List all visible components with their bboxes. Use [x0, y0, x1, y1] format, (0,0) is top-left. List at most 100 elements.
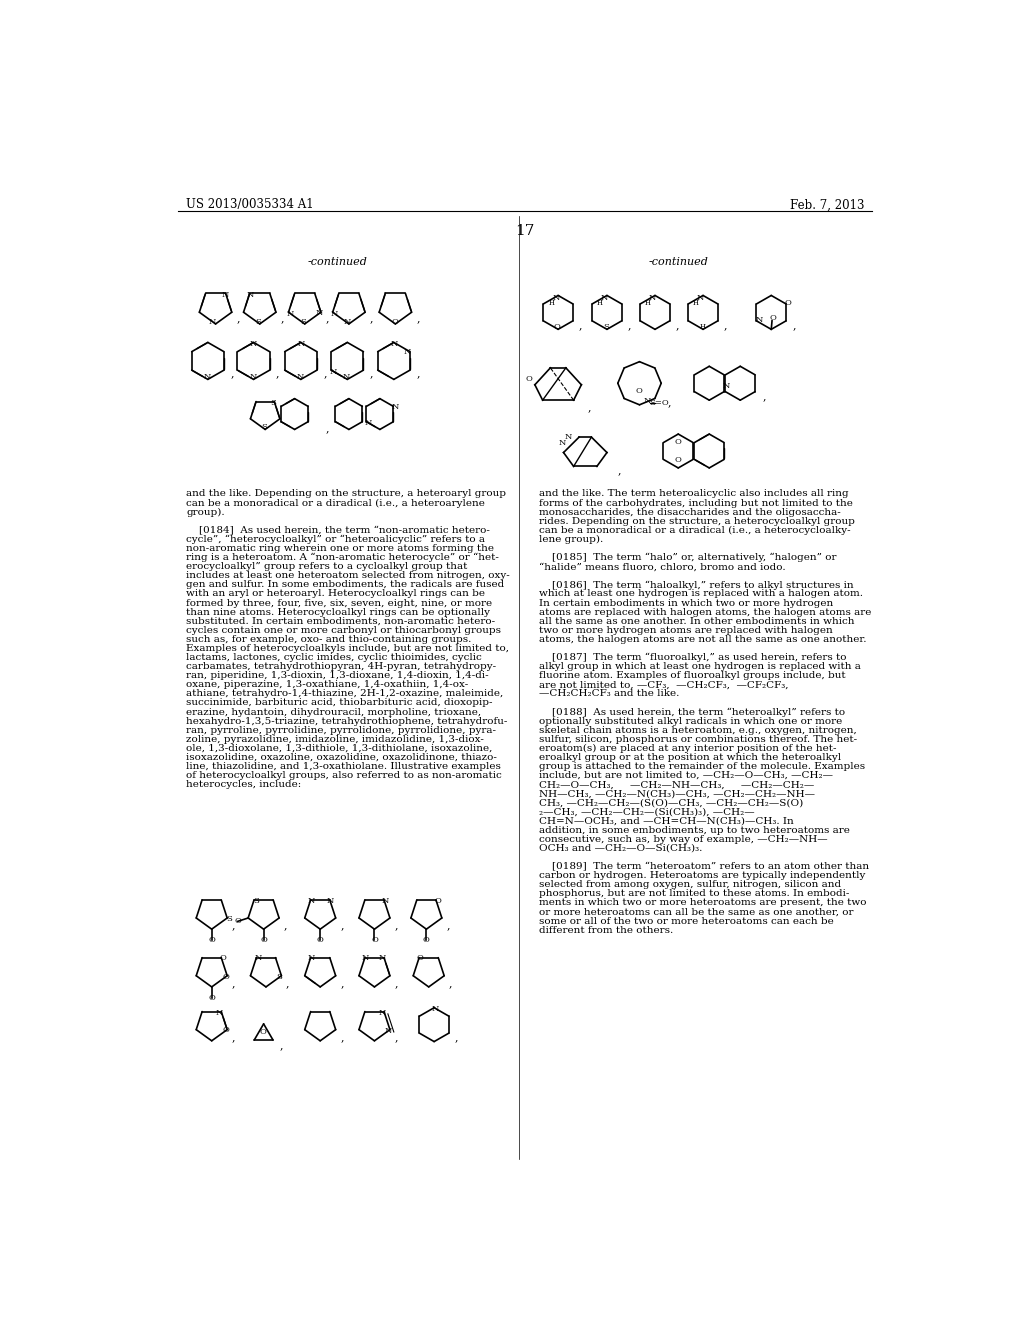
Text: S: S — [300, 318, 306, 326]
Text: cycle”, “heterocycloalkyl” or “heteroalicyclic” refers to a: cycle”, “heterocycloalkyl” or “heteroali… — [186, 535, 485, 544]
Text: ,: , — [446, 921, 450, 931]
Text: O: O — [260, 936, 267, 944]
Text: S: S — [261, 424, 267, 432]
Text: lactams, lactones, cyclic imides, cyclic thioimides, cyclic: lactams, lactones, cyclic imides, cyclic… — [186, 653, 482, 663]
Text: O: O — [785, 300, 792, 308]
Text: O: O — [222, 973, 229, 981]
Text: sulfur, silicon, phosphorus or combinations thereof. The het-: sulfur, silicon, phosphorus or combinati… — [539, 735, 857, 744]
Text: ,: , — [449, 978, 453, 989]
Text: N: N — [649, 294, 656, 302]
Text: S: S — [276, 973, 282, 981]
Text: of heterocycloalkyl groups, also referred to as non-aromatic: of heterocycloalkyl groups, also referre… — [186, 771, 502, 780]
Text: ,: , — [231, 921, 236, 931]
Text: ₂—CH₃, —CH₂—CH₂—(Si(CH₃)₃), —CH₂—: ₂—CH₃, —CH₂—CH₂—(Si(CH₃)₃), —CH₂— — [539, 808, 755, 817]
Text: succinimide, barbituric acid, thiobarbituric acid, dioxopip-: succinimide, barbituric acid, thiobarbit… — [186, 698, 493, 708]
Text: N: N — [331, 310, 338, 318]
Text: O: O — [208, 994, 215, 1002]
Text: O: O — [371, 936, 378, 944]
Text: -continued: -continued — [307, 257, 368, 267]
Text: erocycloalkyl” group refers to a cycloalkyl group that: erocycloalkyl” group refers to a cycloal… — [186, 562, 468, 572]
Text: N: N — [564, 433, 571, 441]
Text: group).: group). — [186, 508, 224, 517]
Text: are not limited to, —CF₃,  —CH₂CF₃,  —CF₂CF₃,: are not limited to, —CF₃, —CH₂CF₃, —CF₂C… — [539, 680, 788, 689]
Text: [0187]  The term “fluoroalkyl,” as used herein, refers to: [0187] The term “fluoroalkyl,” as used h… — [539, 653, 846, 663]
Text: S: S — [255, 318, 261, 326]
Text: hexahydro-1,3,5-triazine, tetrahydrothiophene, tetrahydrofu-: hexahydro-1,3,5-triazine, tetrahydrothio… — [186, 717, 508, 726]
Text: N: N — [287, 310, 294, 318]
Text: N: N — [255, 954, 262, 962]
Text: N: N — [379, 1008, 386, 1018]
Text: ,: , — [724, 321, 727, 330]
Text: non-aromatic ring wherein one or more atoms forming the: non-aromatic ring wherein one or more at… — [186, 544, 495, 553]
Text: O: O — [391, 318, 398, 326]
Text: ,: , — [231, 1032, 236, 1043]
Text: O: O — [525, 375, 532, 383]
Text: —CH₂CH₂CF₃ and the like.: —CH₂CH₂CF₃ and the like. — [539, 689, 679, 698]
Text: N: N — [250, 341, 257, 348]
Text: N: N — [204, 374, 211, 381]
Text: N: N — [723, 383, 730, 391]
Text: 17: 17 — [515, 224, 535, 238]
Text: ,: , — [628, 321, 632, 330]
Text: ,: , — [676, 321, 680, 330]
Text: N: N — [247, 290, 254, 298]
Text: N: N — [297, 341, 304, 348]
Text: athiane, tetrahydro-1,4-thiazine, 2H-1,2-oxazine, maleimide,: athiane, tetrahydro-1,4-thiazine, 2H-1,2… — [186, 689, 504, 698]
Text: zoline, pyrazolidine, imidazoline, imidazolidine, 1,3-diox-: zoline, pyrazolidine, imidazoline, imida… — [186, 735, 484, 744]
Text: line, thiazolidine, and 1,3-oxathiolane. Illustrative examples: line, thiazolidine, and 1,3-oxathiolane.… — [186, 762, 501, 771]
Text: atoms, the halogen atoms are not all the same as one another.: atoms, the halogen atoms are not all the… — [539, 635, 866, 644]
Text: ,: , — [231, 978, 236, 989]
Text: erazine, hydantoin, dihydrouracil, morpholine, trioxane,: erazine, hydantoin, dihydrouracil, morph… — [186, 708, 481, 717]
Text: isoxazolidine, oxazoline, oxazolidine, oxazolidinone, thiazo-: isoxazolidine, oxazoline, oxazolidine, o… — [186, 752, 497, 762]
Text: O: O — [219, 954, 226, 962]
Text: N: N — [329, 368, 337, 376]
Text: lene group).: lene group). — [539, 535, 603, 544]
Text: all the same as one another. In other embodiments in which: all the same as one another. In other em… — [539, 616, 854, 626]
Text: [0185]  The term “halo” or, alternatively, “halogen” or: [0185] The term “halo” or, alternatively… — [539, 553, 837, 562]
Text: H: H — [548, 300, 554, 308]
Text: alkyl group in which at least one hydrogen is replaced with a: alkyl group in which at least one hydrog… — [539, 663, 860, 671]
Text: [0184]  As used herein, the term “non-aromatic hetero-: [0184] As used herein, the term “non-aro… — [186, 525, 490, 535]
Text: skeletal chain atoms is a heteroatom, e.g., oxygen, nitrogen,: skeletal chain atoms is a heteroatom, e.… — [539, 726, 856, 735]
Text: H: H — [597, 300, 603, 308]
Text: S=O: S=O — [649, 399, 669, 408]
Text: N: N — [308, 954, 315, 962]
Text: ,: , — [324, 368, 327, 379]
Text: ,: , — [340, 1032, 344, 1043]
Text: N: N — [385, 1027, 392, 1035]
Text: and the like. Depending on the structure, a heteroaryl group: and the like. Depending on the structure… — [186, 490, 506, 499]
Text: O: O — [234, 917, 242, 925]
Text: Examples of heterocycloalkyls include, but are not limited to,: Examples of heterocycloalkyls include, b… — [186, 644, 509, 653]
Text: N: N — [391, 403, 398, 411]
Text: cycles contain one or more carbonyl or thiocarbonyl groups: cycles contain one or more carbonyl or t… — [186, 626, 501, 635]
Text: two or more hydrogen atoms are replaced with halogen: two or more hydrogen atoms are replaced … — [539, 626, 833, 635]
Text: N: N — [601, 294, 608, 302]
Text: OCH₃ and —CH₂—O—Si(CH₃)₃.: OCH₃ and —CH₂—O—Si(CH₃)₃. — [539, 843, 702, 853]
Text: “halide” means fluoro, chloro, bromo and iodo.: “halide” means fluoro, chloro, bromo and… — [539, 562, 785, 572]
Text: H: H — [699, 323, 706, 331]
Text: consecutive, such as, by way of example, —CH₂—NH—: consecutive, such as, by way of example,… — [539, 834, 827, 843]
Text: N: N — [382, 898, 389, 906]
Text: O: O — [316, 936, 324, 944]
Text: S: S — [269, 399, 275, 407]
Text: N: N — [361, 954, 370, 962]
Text: O: O — [222, 1027, 229, 1035]
Text: forms of the carbohydrates, including but not limited to the: forms of the carbohydrates, including bu… — [539, 499, 853, 508]
Text: ,: , — [588, 403, 591, 412]
Text: oxane, piperazine, 1,3-oxathiane, 1,4-oxathiin, 1,4-ox-: oxane, piperazine, 1,3-oxathiane, 1,4-ox… — [186, 680, 468, 689]
Text: O: O — [417, 954, 423, 962]
Text: N: N — [315, 309, 323, 317]
Text: ,: , — [394, 1032, 398, 1043]
Text: group is attached to the remainder of the molecule. Examples: group is attached to the remainder of th… — [539, 762, 865, 771]
Text: O: O — [554, 323, 561, 331]
Text: include, but are not limited to, —CH₂—O—CH₃, —CH₂—: include, but are not limited to, —CH₂—O—… — [539, 771, 833, 780]
Text: atoms are replaced with halogen atoms, the halogen atoms are: atoms are replaced with halogen atoms, t… — [539, 607, 871, 616]
Text: -continued: -continued — [648, 257, 709, 267]
Text: fluorine atom. Examples of fluoroalkyl groups include, but: fluorine atom. Examples of fluoroalkyl g… — [539, 671, 846, 680]
Text: CH₃, —CH₂—CH₂—(S(O)—CH₃, —CH₂—CH₂—S(O): CH₃, —CH₂—CH₂—(S(O)—CH₃, —CH₂—CH₂—S(O) — [539, 799, 803, 808]
Text: optionally substituted alkyl radicals in which one or more: optionally substituted alkyl radicals in… — [539, 717, 842, 726]
Text: S: S — [254, 896, 259, 904]
Text: O: O — [674, 438, 681, 446]
Text: monosaccharides, the disaccharides and the oligosaccha-: monosaccharides, the disaccharides and t… — [539, 508, 841, 516]
Text: N: N — [403, 348, 411, 356]
